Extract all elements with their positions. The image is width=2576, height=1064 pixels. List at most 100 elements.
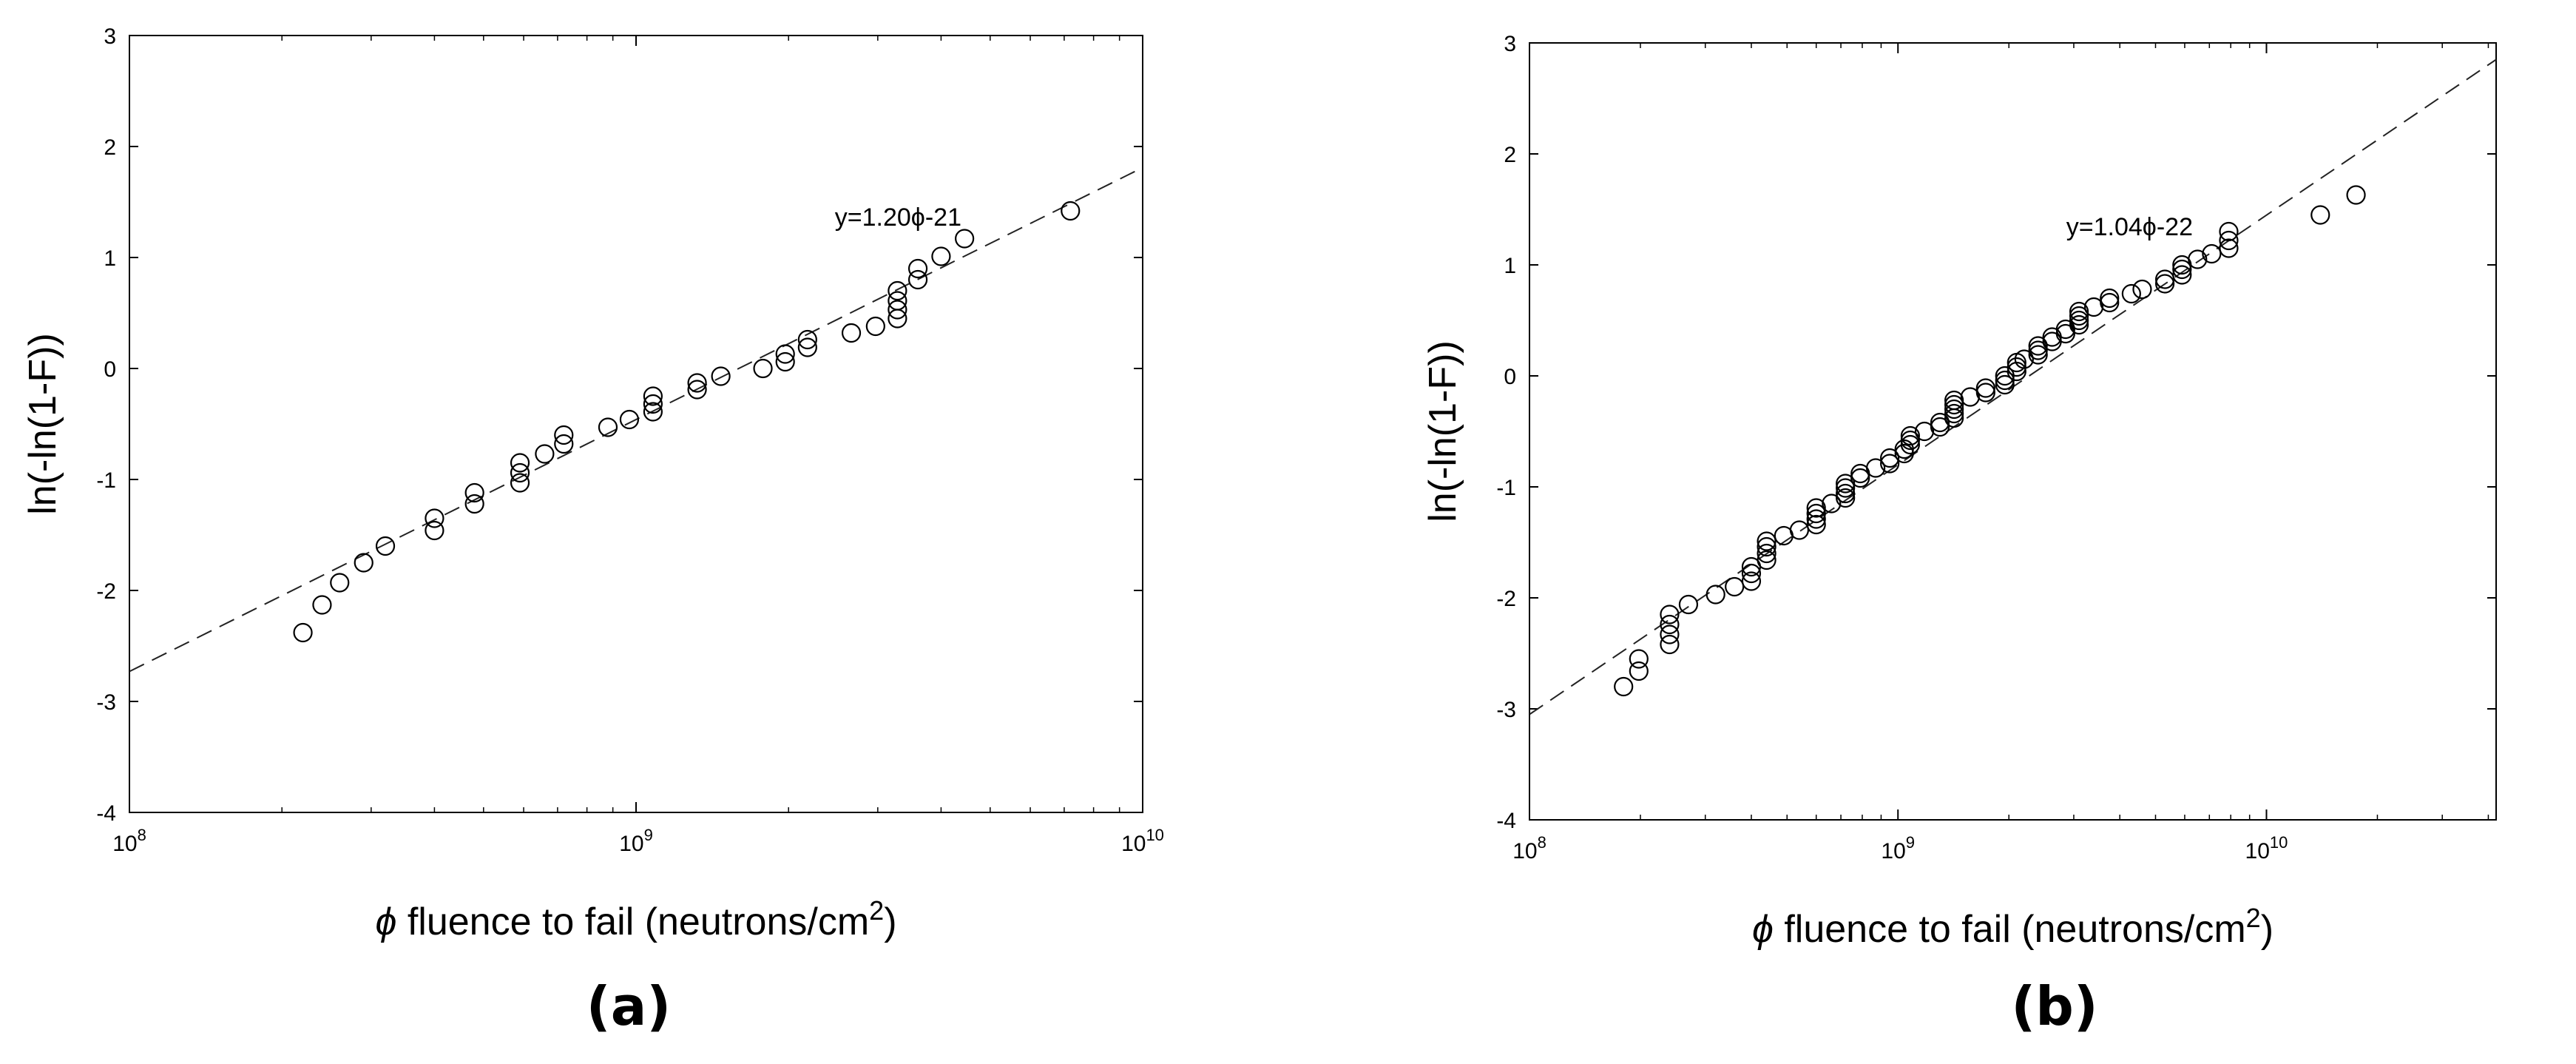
x-tick-base: 10	[1121, 832, 1146, 856]
data-point	[535, 444, 555, 464]
data-point	[2219, 230, 2239, 251]
data-point	[293, 622, 313, 643]
data-point	[425, 508, 444, 528]
x-axis-title-symbol: ϕ	[1752, 908, 1774, 951]
x-axis-title: ϕ fluence to fail (neutrons/cm2)	[375, 895, 896, 943]
data-point	[797, 329, 817, 350]
data-point	[2055, 323, 2075, 344]
data-point	[1944, 394, 1964, 415]
data-point	[2014, 349, 2034, 369]
data-point	[1660, 634, 1680, 655]
x-tick-label: 1010	[2245, 833, 2288, 863]
y-tick-label: 1	[104, 246, 116, 271]
x-tick-exp: 10	[1146, 826, 1163, 844]
x-tick-base: 10	[2245, 839, 2270, 863]
data-point	[2007, 357, 2026, 377]
data-point	[2154, 269, 2175, 289]
data-point	[1806, 503, 1826, 524]
data-point	[931, 246, 951, 266]
data-point	[955, 229, 975, 249]
y-tick-label: -4	[96, 801, 116, 826]
y-tick-label: 3	[104, 24, 116, 49]
data-point	[2154, 274, 2175, 294]
data-point	[687, 380, 707, 400]
y-tick-label: 0	[1504, 365, 1516, 389]
data-point	[1705, 585, 1725, 605]
data-point	[1975, 378, 1995, 398]
data-point	[2219, 221, 2239, 242]
data-point	[1741, 571, 1762, 591]
data-point	[354, 553, 373, 573]
x-tick-label: 1010	[1121, 826, 1164, 856]
x-axis-title-text: fluence to fail (neutrons/cm	[396, 900, 869, 943]
x-tick-base: 10	[619, 832, 643, 856]
x-axis-title-superscript: 2	[869, 895, 884, 926]
x-axis-title-symbol: ϕ	[375, 900, 396, 943]
data-point	[775, 351, 795, 372]
x-tick-label: 108	[1512, 833, 1546, 863]
y-tick-label: -1	[1496, 476, 1516, 500]
y-axis-title: ln(-ln(1-F))	[1421, 340, 1464, 522]
data-point	[598, 417, 618, 437]
data-point	[1629, 649, 1649, 669]
x-tick-exp: 10	[2270, 833, 2288, 852]
data-point	[1660, 614, 1680, 635]
data-point	[2202, 243, 2222, 264]
y-tick-label: 0	[104, 357, 116, 382]
data-point	[1757, 531, 1777, 551]
y-tick-label: -2	[96, 579, 116, 604]
x-tick-exp: 8	[1538, 833, 1546, 852]
data-point	[1880, 448, 1900, 468]
plot-frame	[1529, 42, 2497, 821]
data-point	[1944, 403, 1964, 424]
y-tick-label: 2	[1504, 143, 1516, 167]
data-point	[2132, 279, 2152, 300]
data-point	[312, 595, 332, 615]
data-point	[1866, 458, 1886, 478]
data-point	[1806, 498, 1826, 518]
fit-equation: y=1.20ϕ-21	[835, 203, 961, 232]
data-point	[1836, 483, 1856, 504]
data-point	[2042, 327, 2062, 347]
data-point	[687, 373, 707, 393]
data-point	[753, 358, 773, 379]
data-point	[643, 394, 663, 414]
data-point	[1757, 550, 1777, 570]
x-tick-base: 10	[1512, 839, 1537, 863]
x-tick-label: 108	[112, 826, 146, 856]
data-point	[1806, 509, 1826, 529]
panel-label: (a)	[586, 975, 671, 1037]
y-tick-label: -4	[1496, 809, 1516, 833]
data-point	[643, 402, 663, 422]
data-point	[2069, 301, 2089, 322]
data-point	[865, 316, 885, 337]
y-tick-label: -1	[96, 468, 116, 493]
data-point	[2219, 238, 2239, 258]
data-point	[1660, 624, 1680, 644]
data-point	[888, 300, 907, 320]
plot-frame	[129, 35, 1143, 813]
data-point	[888, 280, 907, 301]
data-point	[1757, 543, 1777, 564]
data-point	[1822, 494, 1842, 514]
data-point	[1614, 676, 1634, 697]
data-point	[2069, 306, 2089, 326]
data-point	[1806, 514, 1826, 535]
x-tick-label: 109	[619, 826, 653, 856]
fit-equation: y=1.04ϕ-22	[2066, 213, 2193, 241]
x-tick-exp: 9	[1906, 833, 1915, 852]
data-point	[2346, 185, 2366, 205]
data-point	[1900, 425, 1920, 446]
y-tick-label: -3	[1496, 698, 1516, 722]
data-point	[2069, 310, 2089, 331]
data-point	[1725, 576, 1745, 597]
data-point	[1944, 399, 1964, 420]
y-tick-label: 1	[1504, 254, 1516, 278]
data-point	[1629, 661, 1649, 681]
data-point	[330, 573, 350, 593]
data-point	[510, 473, 530, 493]
data-point	[2028, 336, 2048, 356]
